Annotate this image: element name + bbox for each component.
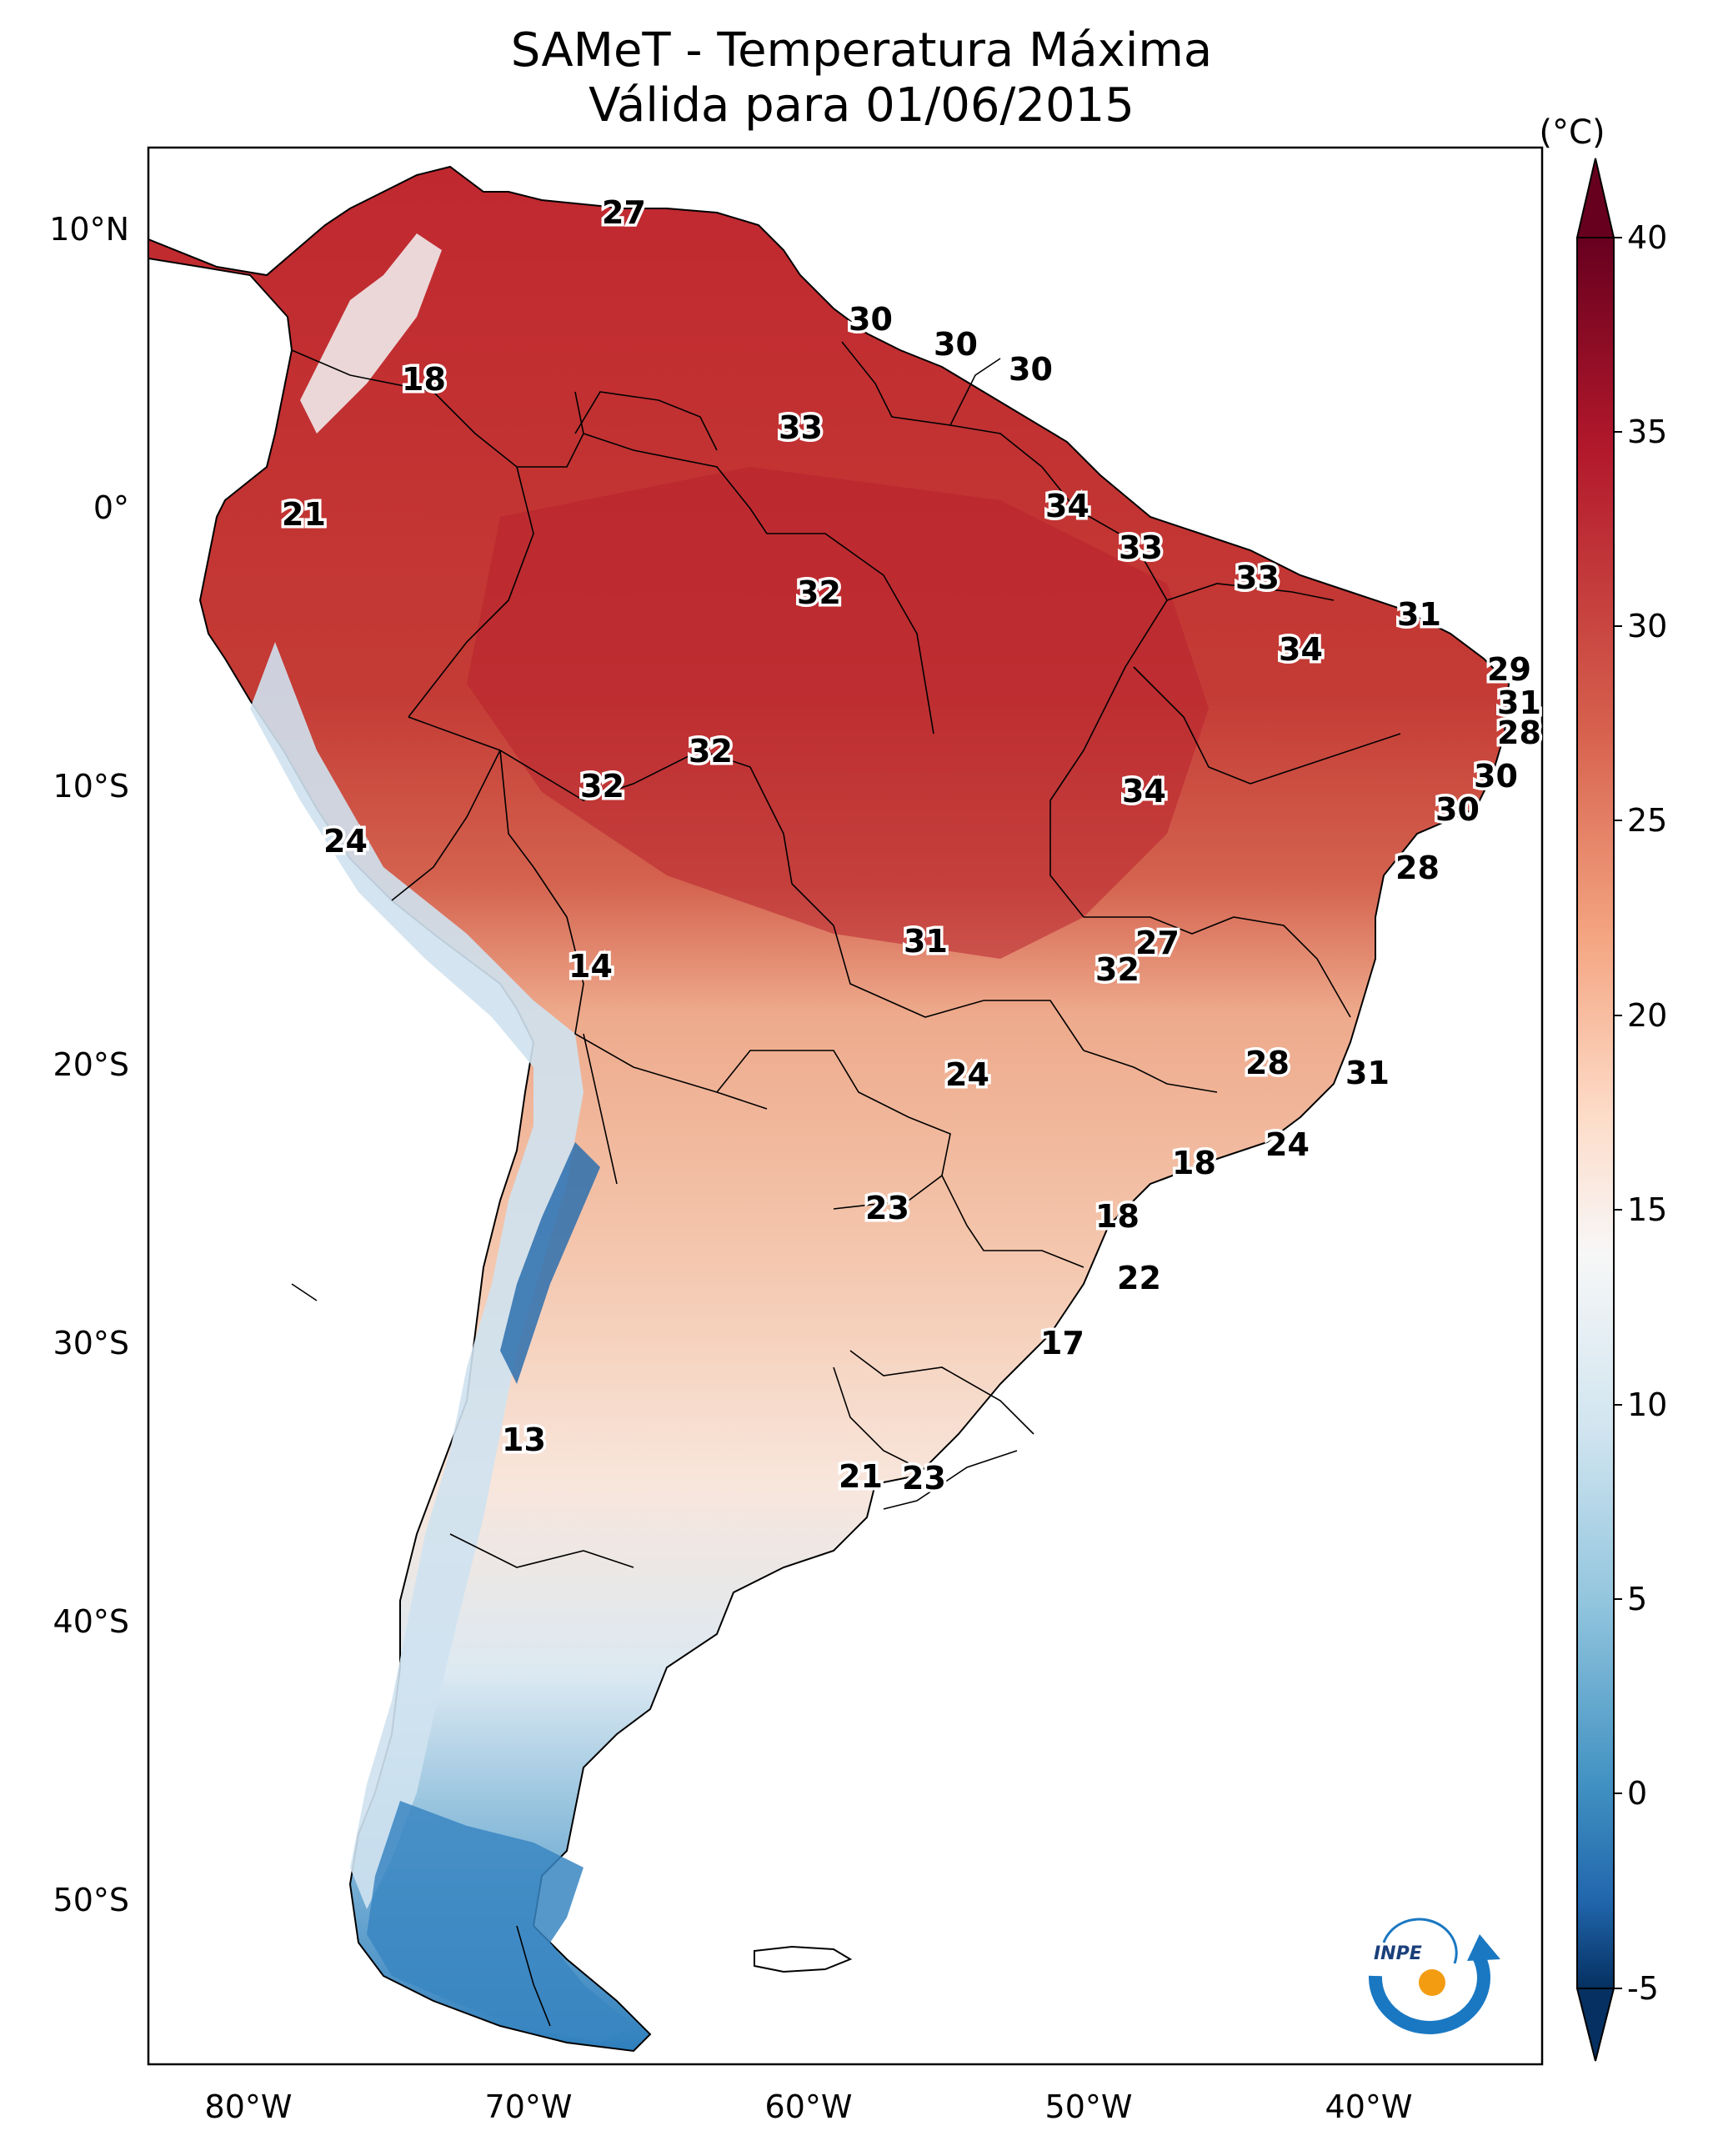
station-label: 34: [1045, 488, 1089, 524]
station-label: 30: [849, 301, 893, 338]
station-label: 33: [1119, 529, 1163, 566]
station-label: 30: [1474, 758, 1518, 795]
patagonia-cold-region: [367, 1801, 634, 2043]
logo-text: INPE: [1374, 1943, 1422, 1964]
chart-title: SAMeT - Temperatura Máxima Válida para 0…: [0, 23, 1723, 133]
lon-label-60w: 60°W: [765, 2088, 853, 2125]
station-label: 17: [1040, 1325, 1084, 1361]
andes-cool-region: [300, 233, 442, 434]
station-label: 22: [1117, 1260, 1161, 1296]
colorbar: (°C) 40 35 30 25 20 15 10 5 0 -5: [1539, 113, 1667, 2062]
station-label: 32: [1095, 951, 1139, 988]
station-label: 32: [580, 768, 624, 805]
station-labels: 27 18 21 30 30 30 33 34 33 33 32 31 34 2…: [279, 192, 1545, 1500]
colorbar-unit: (°C): [1539, 113, 1605, 152]
station-label: 21: [282, 496, 326, 533]
colorbar-tick: 20: [1627, 997, 1667, 1034]
lat-label-40s: 40°S: [53, 1603, 129, 1640]
colorbar-max-arrow: [1575, 158, 1615, 238]
lat-label-20s: 20°S: [53, 1046, 129, 1083]
station-label: 28: [1395, 850, 1440, 886]
andes-cool-region-south: [250, 642, 584, 1909]
station-label: 27: [602, 194, 646, 231]
station-label: 21: [839, 1458, 883, 1495]
amazon-warm-core: [467, 467, 1209, 959]
continent-layer: [148, 165, 1510, 2053]
station-label: 29: [1487, 651, 1531, 688]
lat-label-30s: 30°S: [53, 1325, 129, 1361]
lon-label-40w: 40°W: [1325, 2088, 1413, 2125]
lon-label-80w: 80°W: [205, 2088, 293, 2125]
station-label: 31: [1345, 1055, 1390, 1091]
station-label: 32: [689, 733, 733, 770]
colorbar-tick: 15: [1627, 1191, 1667, 1228]
station-label: 31: [1397, 596, 1441, 633]
colorbar-tick: 10: [1627, 1386, 1667, 1423]
colorbar-tick: 25: [1627, 802, 1667, 839]
station-label: 14: [568, 948, 613, 985]
station-label: 18: [402, 361, 446, 398]
colorbar-tick: 40: [1627, 219, 1667, 256]
falkland-islands: [754, 1945, 853, 1973]
station-label: 24: [323, 823, 368, 860]
colorbar-scale: [1576, 237, 1615, 1989]
inpe-logo-icon: INPE: [1368, 1918, 1500, 2034]
station-label: 30: [1009, 351, 1053, 388]
colorbar-tick: 30: [1627, 608, 1667, 644]
lat-label-50s: 50°S: [53, 1882, 129, 1918]
station-label: 33: [1235, 559, 1280, 596]
station-label: 24: [1265, 1126, 1310, 1163]
lon-axis: 80°W 70°W 60°W 50°W 40°W: [205, 2088, 1413, 2125]
station-label: 23: [865, 1190, 909, 1226]
station-label: 33: [779, 409, 823, 446]
colorbar-tick: 35: [1627, 414, 1667, 450]
title-line-2: Válida para 01/06/2015: [589, 78, 1134, 133]
title-line-1: SAMeT - Temperatura Máxima: [510, 23, 1213, 78]
station-label: 18: [1172, 1145, 1216, 1181]
station-label: 32: [797, 574, 841, 611]
station-label: 31: [1497, 684, 1541, 721]
station-label: 23: [902, 1460, 946, 1497]
lat-label-10s: 10°S: [53, 768, 129, 805]
station-label: 24: [945, 1056, 989, 1093]
andes-cold-core: [500, 1142, 600, 1384]
country-borders: [291, 341, 1401, 2027]
colorbar-tick: 0: [1627, 1775, 1647, 1812]
station-label: 34: [1279, 631, 1323, 668]
station-label: 18: [1095, 1198, 1139, 1235]
station-label: 34: [1122, 773, 1166, 810]
station-label: 28: [1497, 714, 1541, 751]
station-label: 31: [904, 923, 948, 960]
lon-label-50w: 50°W: [1045, 2088, 1133, 2125]
lat-label-0: 0°: [93, 489, 129, 526]
lat-label-10n: 10°N: [49, 211, 129, 248]
lon-label-70w: 70°W: [485, 2088, 573, 2125]
station-label: 30: [1435, 791, 1480, 828]
colorbar-tick: 5: [1627, 1581, 1647, 1617]
lat-axis: 10°N 0° 10°S 20°S 30°S 40°S 50°S: [49, 211, 129, 1918]
station-label: 13: [502, 1421, 546, 1458]
station-label: 30: [934, 326, 978, 363]
station-label: 28: [1245, 1045, 1290, 1081]
station-label: 27: [1135, 925, 1180, 961]
colorbar-tick: -5: [1627, 1970, 1659, 2007]
colorbar-min-arrow: [1575, 1988, 1615, 2062]
